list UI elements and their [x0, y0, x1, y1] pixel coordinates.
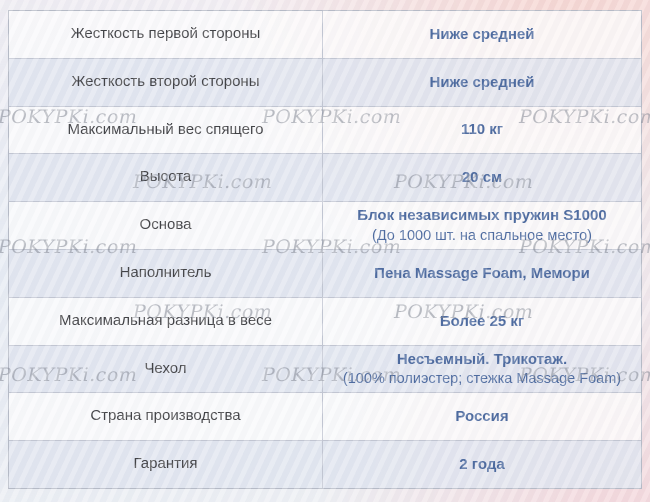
spec-value: Блок независимых пружин S1000	[357, 207, 607, 225]
spec-value-cell: Несъемный. Трикотаж. (100% полиэстер; ст…	[323, 346, 641, 393]
table-row: Гарантия 2 года	[9, 440, 641, 488]
table-row: Жесткость первой стороны Ниже средней	[9, 11, 641, 58]
table-row: Основа Блок независимых пружин S1000 (До…	[9, 201, 641, 249]
spec-value: Россия	[455, 408, 509, 426]
spec-value-cell: 20 см	[323, 154, 641, 201]
table-row: Максимальный вес спящего 110 кг	[9, 105, 641, 154]
spec-value: 20 см	[461, 169, 503, 187]
table-row: Максимальная разница в весе Более 25 кг	[9, 296, 641, 345]
spec-value-cell: 110 кг	[323, 107, 641, 154]
spec-label: Максимальная разница в весе	[58, 311, 273, 329]
spec-label: Высота	[139, 168, 192, 186]
spec-value-cell: Более 25 кг	[323, 298, 641, 345]
spec-value: Несъемный. Трикотаж.	[396, 350, 568, 368]
spec-value: 110 кг	[460, 121, 504, 139]
table-row: Жесткость второй стороны Ниже средней	[9, 57, 641, 106]
spec-label: Жесткость второй стороны	[71, 72, 260, 90]
spec-label-cell: Максимальный вес спящего	[9, 106, 323, 154]
spec-value: 2 года	[459, 455, 505, 473]
spec-value-cell: Россия	[323, 393, 641, 440]
spec-value: Ниже средней	[429, 25, 535, 43]
spec-label-cell: Жесткость первой стороны	[9, 11, 323, 58]
spec-value-cell: Пена Massage Foam, Мемори	[323, 250, 641, 297]
spec-value-cell: Блок независимых пружин S1000 (До 1000 ш…	[323, 202, 641, 249]
spec-label: Наполнитель	[119, 264, 212, 281]
spec-table: Жесткость первой стороны Ниже средней Же…	[8, 10, 642, 489]
spec-label: Максимальный вес спящего	[67, 120, 264, 138]
spec-value: Пена Massage Foam, Мемори	[374, 264, 590, 282]
spec-label-cell: Высота	[9, 154, 323, 202]
table-row: Высота 20 см	[9, 153, 641, 202]
table-row: Страна производства Россия	[9, 392, 641, 441]
spec-label: Гарантия	[133, 455, 198, 473]
spec-label: Основа	[139, 216, 192, 234]
spec-label-cell: Максимальная разница в весе	[9, 297, 323, 345]
spec-value-note: (100% полиэстер; стежка Massage Foam)	[342, 371, 622, 387]
spec-label-cell: Гарантия	[9, 441, 323, 488]
spec-label-cell: Жесткость второй стороны	[9, 58, 323, 106]
spec-label-cell: Основа	[9, 202, 323, 249]
table-row: Чехол Несъемный. Трикотаж. (100% полиэст…	[9, 344, 641, 393]
spec-value: Более 25 кг	[439, 312, 525, 330]
spec-value-cell: 2 года	[323, 441, 641, 488]
spec-value-cell: Ниже средней	[323, 59, 641, 106]
spec-label-cell: Наполнитель	[9, 249, 323, 297]
spec-label: Жесткость первой стороны	[70, 25, 261, 43]
spec-label-cell: Страна производства	[9, 393, 323, 441]
spec-label: Чехол	[144, 359, 187, 377]
table-row: Наполнитель Пена Massage Foam, Мемори	[9, 248, 641, 297]
spec-value-note: (До 1000 шт. на спальное место)	[371, 227, 592, 244]
spec-value: Ниже средней	[429, 73, 535, 91]
spec-value-cell: Ниже средней	[323, 11, 641, 58]
spec-label: Страна производства	[90, 407, 241, 425]
spec-label-cell: Чехол	[9, 345, 323, 393]
